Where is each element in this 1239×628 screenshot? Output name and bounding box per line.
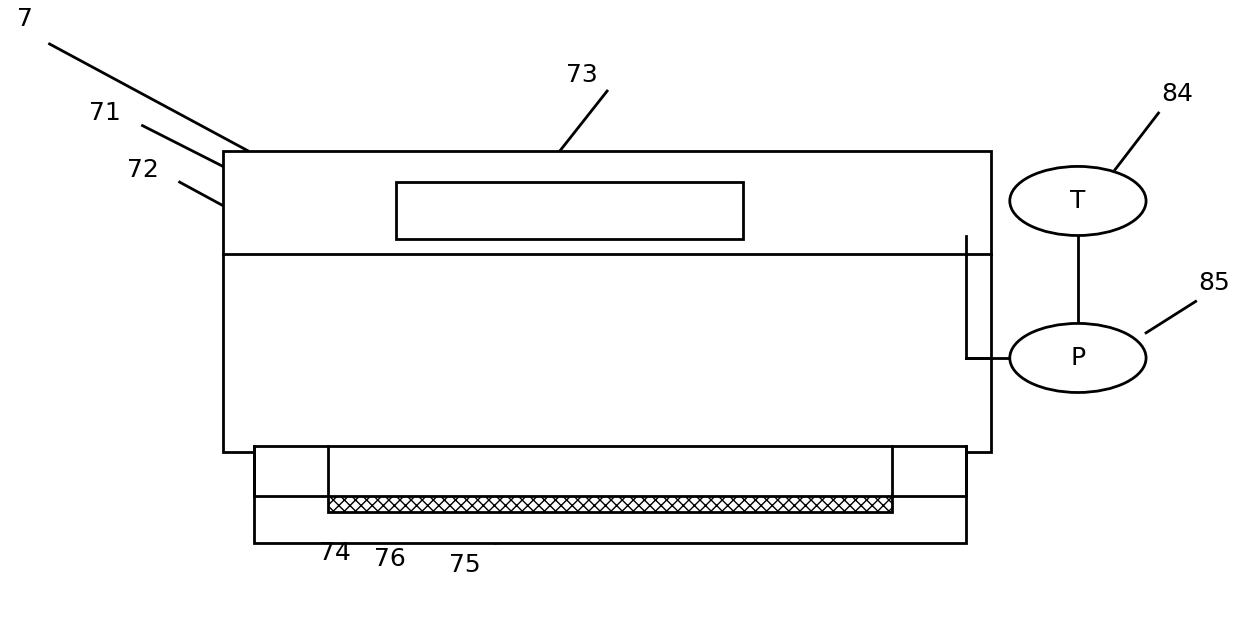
Text: 75: 75 [449,553,481,577]
Bar [254,446,966,543]
Text: T: T [1070,189,1085,213]
Text: 74: 74 [318,541,351,565]
Text: 72: 72 [126,158,159,181]
Text: P: P [1070,346,1085,370]
Circle shape [1010,166,1146,236]
Text: 71: 71 [89,101,121,125]
Text: 76: 76 [374,547,406,571]
Bar [223,151,991,452]
Text: 7: 7 [17,7,32,31]
Bar [328,496,892,512]
Text: 84: 84 [1161,82,1193,106]
Bar [396,182,743,239]
Text: 73: 73 [566,63,598,87]
Circle shape [1010,323,1146,392]
Text: 85: 85 [1198,271,1230,295]
